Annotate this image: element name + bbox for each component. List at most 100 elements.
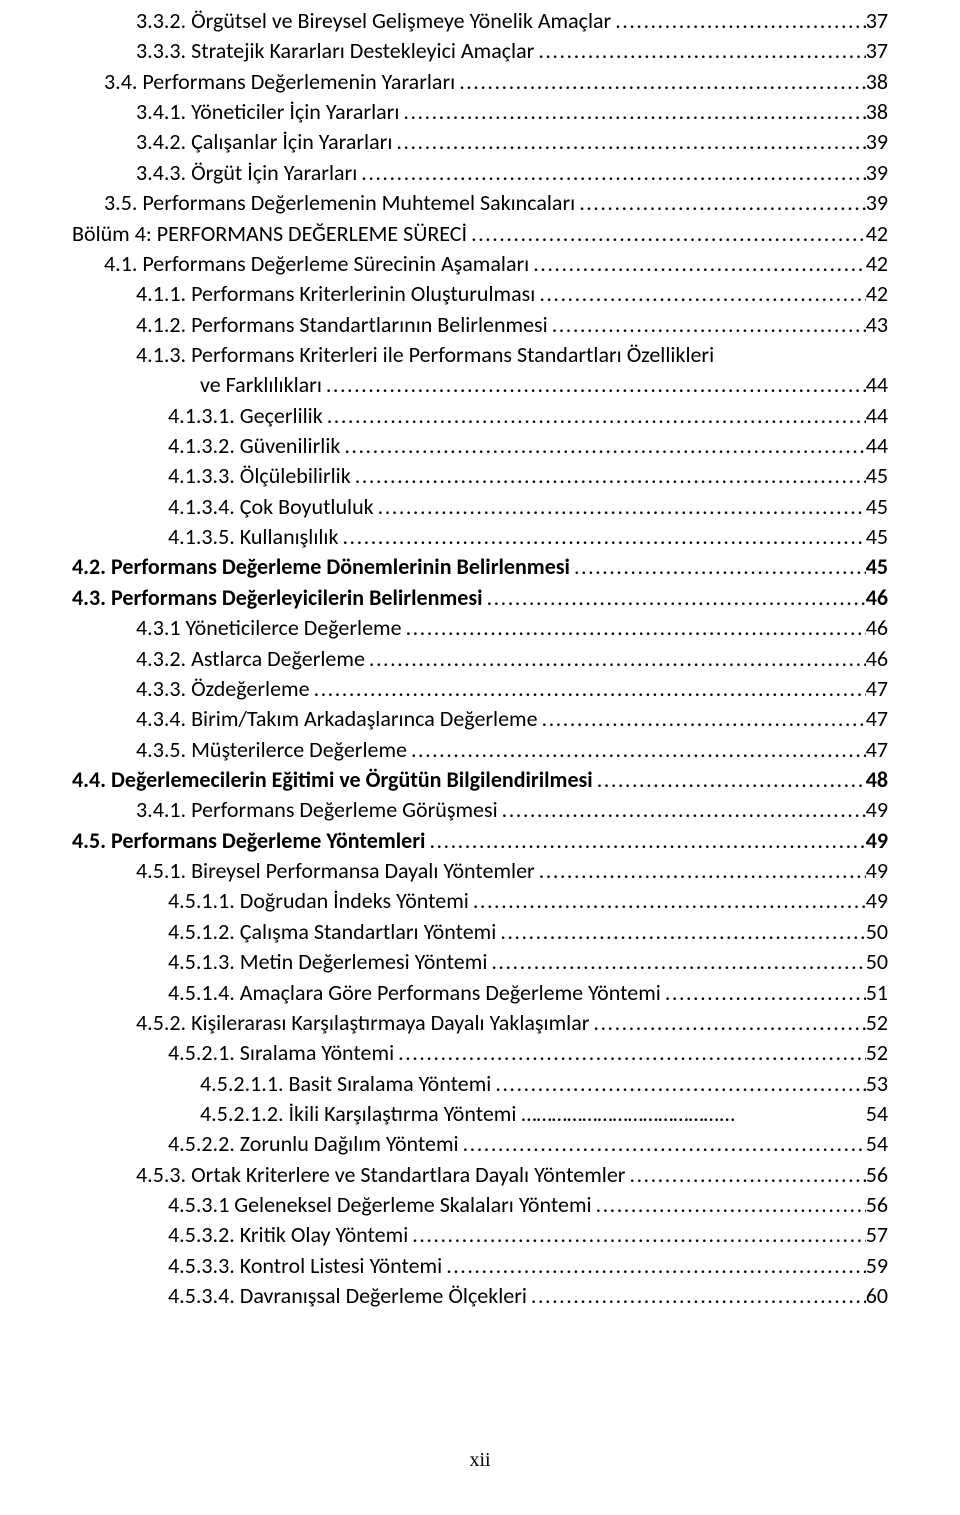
toc-entry: 4.1.3.4. Çok Boyutluluk 45 [72,492,888,522]
toc-entry-text: 3.4.1. Yöneticiler İçin Yararları [136,97,399,127]
toc-entry-text: 4.1.1. Performans Kriterlerinin Oluşturu… [136,279,535,309]
toc-entry-text: 4.3.1 Yöneticilerce Değerleme [136,613,402,643]
toc-leader-dots [538,704,866,734]
table-of-contents: 3.3.2. Örgütsel ve Bireysel Gelişmeye Yö… [72,0,888,1311]
toc-entry: 4.1.3.3. Ölçülebilirlik 45 [72,461,888,491]
toc-leader-dots [338,522,865,552]
toc-page-number: 44 [866,431,888,461]
toc-page-number: 39 [866,158,888,188]
toc-entry: 4.5.2.1.2. İkili Karşılaştırma Yöntemi …… [72,1099,888,1129]
toc-entry-text: 4.5.1.3. Metin Değerlemesi Yöntemi [168,947,487,977]
toc-leader-dots [365,644,866,674]
toc-entry-text: 4.5.2.2. Zorunlu Dağılım Yöntemi [168,1129,459,1159]
toc-entry-text: 4.3.5. Müşterilerce Değerleme [136,735,407,765]
toc-entry-text: 4.1.2. Performans Standartlarının Belirl… [136,310,548,340]
toc-entry: 4.5.1.3. Metin Değerlemesi Yöntemi 50 [72,947,888,977]
toc-page-number: 49 [866,826,888,856]
toc-page-number: 54 [866,1129,888,1159]
toc-leader-dots [625,1160,865,1190]
toc-entry-text: 3.4.1. Performans Değerleme Görüşmesi [136,795,498,825]
toc-entry-text: 4.2. Performans Değerleme Dönemlerinin B… [72,552,570,582]
toc-entry: 3.3.2. Örgütsel ve Bireysel Gelişmeye Yö… [72,6,888,36]
toc-entry: 4.5.1. Bireysel Performansa Dayalı Yönte… [72,856,888,886]
toc-entry-text: 3.3.3. Stratejik Kararları Destekleyici … [136,36,534,66]
toc-entry: 4.5.3.1 Geleneksel Değerleme Skalaları Y… [72,1190,888,1220]
toc-entry: 4.1.3. Performans Kriterleri ile Perform… [72,340,888,370]
toc-page-number: 47 [866,735,888,765]
toc-entry-text: 4.5.1.2. Çalışma Standartları Yöntemi [168,917,496,947]
toc-leader-dots [402,613,866,643]
toc-leader-dots [351,461,866,491]
toc-entry-text: 4.4. Değerlemecilerin Eğitimi ve Örgütün… [72,765,593,795]
toc-leader-dots [322,370,866,400]
toc-entry-text: 4.5.2. Kişilerarası Karşılaştırmaya Daya… [136,1008,589,1038]
toc-entry: 3.5. Performans Değerlemenin Muhtemel Sa… [72,188,888,218]
toc-leader-dots [392,127,865,157]
toc-entry: 4.5.3. Ortak Kriterlere ve Standartlara … [72,1160,888,1190]
toc-entry-text: 4.5.3.4. Davranışsal Değerleme Ölçekleri [168,1281,527,1311]
toc-entry: 3.4.3. Örgüt İçin Yararları 39 [72,158,888,188]
toc-page-number: 45 [866,522,888,552]
toc-page-number: 53 [866,1069,888,1099]
toc-entry-text: 4.1.3.4. Çok Boyutluluk [168,492,374,522]
toc-page-number: 49 [866,795,888,825]
toc-page-number: 50 [866,917,888,947]
toc-leader-dots [527,1281,866,1311]
toc-entry: 4.3. Performans Değerleyicilerin Belirle… [72,583,888,613]
toc-entry: 4.1. Performans Değerleme Sürecinin Aşam… [72,249,888,279]
toc-entry-text: 4.5. Performans Değerleme Yöntemleri [72,826,425,856]
document-page: 3.3.2. Örgütsel ve Bireysel Gelişmeye Yö… [0,0,960,1515]
toc-entry: Bölüm 4: PERFORMANS DEĞERLEME SÜRECİ 42 [72,219,888,249]
toc-page-number: 56 [866,1190,888,1220]
toc-entry-text: 4.3.3. Özdeğerleme [136,674,310,704]
toc-leader-dots [469,886,866,916]
toc-page-number: 59 [866,1251,888,1281]
toc-page-number: 37 [866,6,888,36]
toc-entry-text: 3.5. Performans Değerlemenin Muhtemel Sa… [104,188,575,218]
toc-page-number: 52 [866,1008,888,1038]
toc-entry: 4.5. Performans Değerleme Yöntemleri 49 [72,826,888,856]
toc-entry: 3.4. Performans Değerlemenin Yararları 3… [72,67,888,97]
toc-leader-dots [483,583,866,613]
toc-entry-text: 3.4. Performans Değerlemenin Yararları [104,67,455,97]
toc-leader-dots [357,158,865,188]
toc-entry: 4.5.1.2. Çalışma Standartları Yöntemi 50 [72,917,888,947]
toc-leader-dots [323,401,866,431]
toc-entry-text: 3.3.2. Örgütsel ve Bireysel Gelişmeye Yö… [136,6,611,36]
toc-entry: 4.5.3.4. Davranışsal Değerleme Ölçekleri… [72,1281,888,1311]
toc-entry-text: 4.5.2.1. Sıralama Yöntemi [168,1038,394,1068]
toc-entry: 4.1.1. Performans Kriterlerinin Oluşturu… [72,279,888,309]
toc-page-number: 45 [866,552,888,582]
toc-entry: 4.5.3.2. Kritik Olay Yöntemi 57 [72,1220,888,1250]
toc-page-number: 39 [866,188,888,218]
toc-page-number: 42 [866,279,888,309]
toc-page-number: 52 [866,1038,888,1068]
toc-page-number: 44 [866,401,888,431]
toc-entry-text: 4.1.3.2. Güvenilirlik [168,431,340,461]
toc-entry-text: 4.5.3.1 Geleneksel Değerleme Skalaları Y… [168,1190,592,1220]
toc-leader-dots [340,431,865,461]
toc-entry: 4.3.5. Müşterilerce Değerleme 47 [72,735,888,765]
toc-leader-dots [455,67,866,97]
toc-leader-dots [593,765,866,795]
toc-entry: 4.3.3. Özdeğerleme 47 [72,674,888,704]
toc-entry: ve Farklılıkları 44 [72,370,888,400]
toc-page-number: 60 [866,1281,888,1311]
toc-leader-dots [661,978,866,1008]
toc-leader-dots [534,36,865,66]
toc-entry: 4.2. Performans Değerleme Dönemlerinin B… [72,552,888,582]
toc-entry: 4.3.1 Yöneticilerce Değerleme 46 [72,613,888,643]
toc-entry: 4.4. Değerlemecilerin Eğitimi ve Örgütün… [72,765,888,795]
toc-page-number: 42 [866,219,888,249]
toc-leader-dots [535,856,866,886]
toc-page-number: 45 [866,492,888,522]
toc-leader-dots [592,1190,866,1220]
toc-entry-text: 4.3.4. Birim/Takım Arkadaşlarınca Değerl… [136,704,538,734]
toc-entry-text: 4.5.2.1.2. İkili Karşılaştırma Yöntemi …… [200,1099,736,1129]
toc-entry: 4.1.3.5. Kullanışlılık 45 [72,522,888,552]
toc-entry-text: 4.3. Performans Değerleyicilerin Belirle… [72,583,483,613]
toc-page-number: 39 [866,127,888,157]
toc-leader-dots [491,1069,865,1099]
toc-leader-dots [425,826,865,856]
toc-page-number: 57 [866,1220,888,1250]
